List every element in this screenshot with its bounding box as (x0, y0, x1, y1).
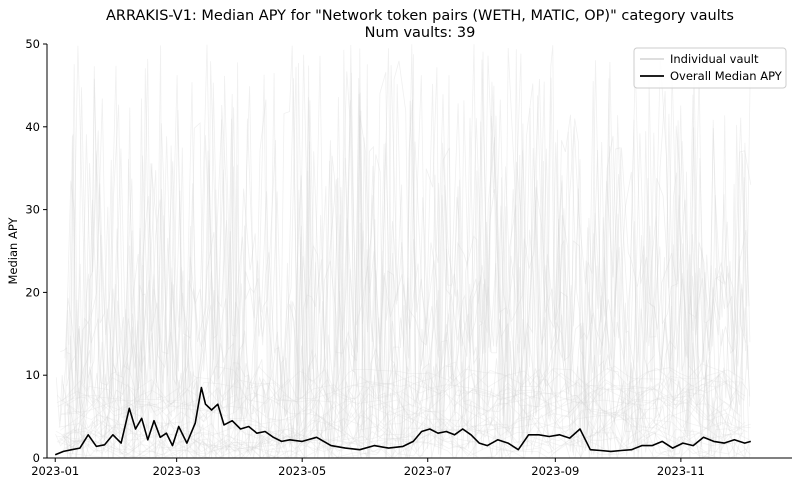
individual-vault-line (66, 378, 735, 459)
y-tick-label: 0 (33, 451, 40, 465)
y-tick-label: 20 (25, 285, 40, 299)
y-axis-ticks: 0 10 20 30 40 50 (25, 37, 47, 465)
individual-vault-line (66, 60, 752, 459)
individual-vault-line (69, 375, 746, 454)
individual-vault-line (61, 363, 739, 415)
legend: Individual vault Overall Median APY (633, 47, 787, 89)
x-tick-label: 2023-09 (531, 464, 579, 478)
chart-subtitle: Num vaults: 39 (365, 25, 476, 41)
x-tick-label: 2023-03 (153, 464, 201, 478)
x-tick-label: 2023-07 (404, 464, 452, 478)
individual-vault-line (68, 390, 744, 459)
y-tick-label: 10 (25, 368, 40, 382)
individual-vault-line (56, 378, 746, 454)
legend-label-individual-vault: Individual vault (670, 52, 759, 66)
individual-vault-line (63, 367, 744, 436)
individual-vault-line (64, 368, 742, 457)
overall-median-apy-line (54, 386, 752, 456)
individual-vault-line (67, 45, 747, 460)
individual-vault-line (57, 365, 744, 422)
y-tick-label: 40 (25, 120, 40, 134)
individual-vault-line (56, 402, 734, 451)
individual-vault-line (65, 44, 751, 459)
x-tick-label: 2023-05 (278, 464, 326, 478)
x-tick-label: 2023-01 (31, 464, 79, 478)
individual-vault-line (60, 44, 751, 459)
legend-label-overall-median: Overall Median APY (670, 69, 783, 83)
x-axis-ticks: 2023-01 2023-03 2023-05 2023-07 2023-09 2023-… (31, 458, 705, 478)
individual-vault-line (58, 378, 741, 458)
y-tick-label: 30 (25, 203, 40, 217)
individual-vault-line (60, 375, 740, 431)
individual-vault-line (55, 44, 750, 459)
individual-vault-line (58, 371, 740, 457)
individual-vault-line (63, 361, 751, 450)
median-series-layer (54, 386, 752, 456)
y-tick-label: 50 (25, 37, 40, 51)
chart-title: ARRAKIS-V1: Median APY for "Network toke… (106, 8, 734, 24)
legend-box (633, 47, 787, 89)
individual-vault-line (65, 378, 748, 451)
individual-vault-line (64, 49, 749, 459)
individual-vault-line (67, 78, 751, 460)
x-tick-label: 2023-11 (657, 464, 705, 478)
individual-vault-line (56, 387, 750, 459)
individual-vault-lines (55, 44, 752, 460)
y-axis-label: Median APY (6, 216, 20, 284)
individual-vault-line (62, 45, 747, 459)
individual-vault-line (68, 44, 746, 459)
individual-vault-line (62, 411, 746, 459)
individual-vault-line (66, 49, 750, 460)
individual-vault-line (61, 373, 743, 450)
individual-vault-line (62, 411, 735, 460)
individual-vault-line (62, 45, 748, 460)
individual-vault-line (60, 365, 733, 459)
individual-vault-line (60, 394, 735, 438)
